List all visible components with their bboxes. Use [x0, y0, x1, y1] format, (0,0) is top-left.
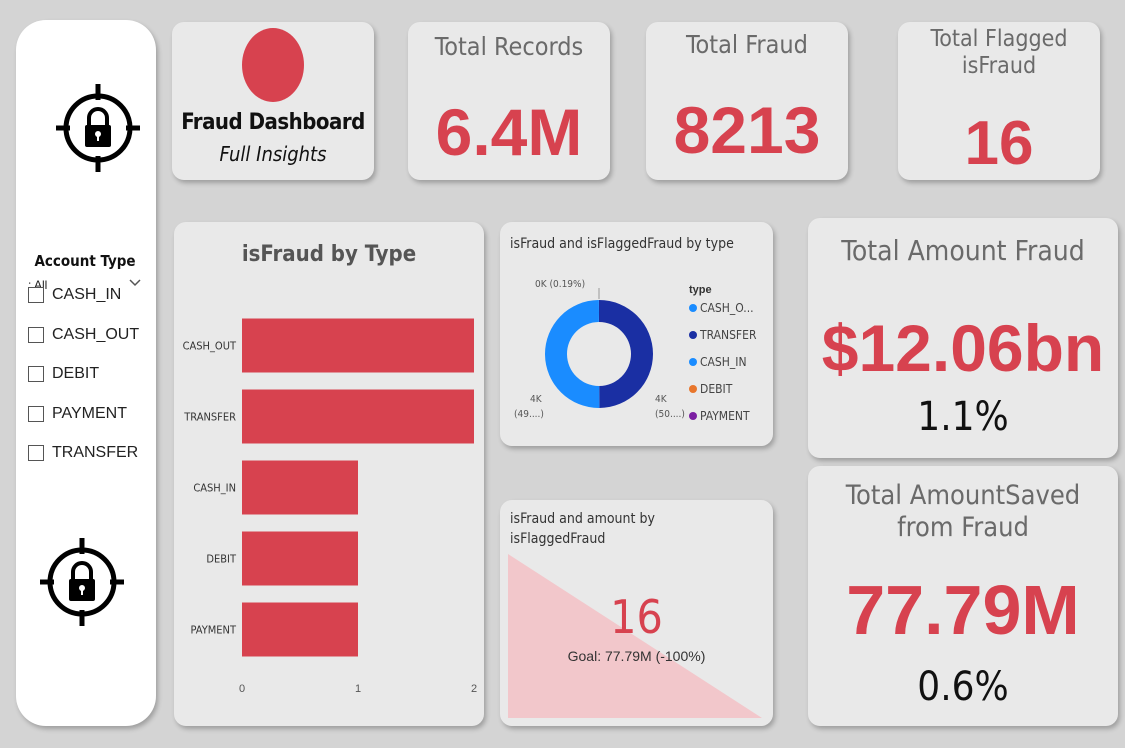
- legend-label[interactable]: DEBIT: [700, 382, 733, 396]
- category-label: CASH_IN: [193, 482, 236, 495]
- donut-slice[interactable]: [599, 300, 654, 408]
- slice-label-right-pct: (50....): [655, 409, 685, 420]
- sidebar: Account Type : All CASH_IN CASH_OUT DEBI…: [16, 20, 156, 726]
- checkbox[interactable]: [28, 406, 44, 422]
- legend-swatch: [689, 331, 697, 339]
- legend-label[interactable]: CASH_IN: [700, 355, 747, 369]
- slicer-item-cash-in[interactable]: CASH_IN: [28, 286, 121, 304]
- gauge-goal: Goal: 77.79M (-100%): [567, 648, 706, 664]
- chart-title: isFraud by Type: [241, 242, 417, 267]
- kpi-subvalue: 1.1%: [917, 394, 1009, 440]
- legend-swatch: [689, 412, 697, 420]
- donut-chart: 0K (0.19%) 4K (49....) 4K (50....) type CASH_O…: [514, 279, 757, 423]
- bar[interactable]: [242, 602, 358, 657]
- legend-swatch: [689, 385, 697, 393]
- kpi-total-records: Total Records 6.4M: [408, 22, 610, 180]
- slicer-item-label: CASH_IN: [52, 286, 122, 303]
- dashboard-title: Fraud Dashboard: [181, 110, 365, 135]
- kpi-value: 16: [964, 109, 1034, 178]
- x-tick-label: 1: [355, 683, 361, 695]
- slicer-item-label: CASH_OUT: [52, 326, 140, 343]
- gauge-shape: [508, 554, 762, 718]
- slicer-item-label: PAYMENT: [52, 405, 127, 422]
- chevron-down-icon[interactable]: [128, 277, 142, 291]
- slicer-item-payment[interactable]: PAYMENT: [28, 405, 127, 423]
- slicer-item-debit[interactable]: DEBIT: [28, 365, 99, 383]
- legend-title: type: [689, 284, 712, 296]
- kpi-title: Total Amount Fraud: [841, 234, 1085, 267]
- kpi-total-fraud: Total Fraud 8213: [646, 22, 848, 180]
- kpi-title: Total Flagged isFraud: [930, 26, 1068, 80]
- bar-chart-card: isFraud by Type CASH_OUT TRANSFER CASH_IN D…: [174, 222, 484, 726]
- bar-chart: CASH_OUT TRANSFER CASH_IN DEBIT PAYMENT 0 1 2: [183, 318, 477, 695]
- x-tick-label: 2: [471, 683, 477, 695]
- bar[interactable]: [242, 531, 358, 586]
- kpi-subvalue: 0.6%: [917, 664, 1009, 710]
- gauge-value: 16: [610, 590, 663, 644]
- checkbox[interactable]: [28, 445, 44, 461]
- slice-label-left-pct: (49....): [514, 409, 544, 420]
- slicer-item-label: DEBIT: [52, 365, 100, 382]
- slice-label-top: 0K (0.19%): [535, 279, 585, 290]
- legend-label[interactable]: PAYMENT: [700, 409, 750, 423]
- logo-circle: [242, 28, 304, 102]
- x-tick-label: 0: [239, 683, 245, 695]
- donut-slice[interactable]: [598, 300, 599, 323]
- chart-title: isFraud and isFlaggedFraud by type: [510, 236, 734, 252]
- slice-label-left-value: 4K: [530, 394, 543, 405]
- logo-card: Fraud Dashboard Full Insights: [172, 22, 374, 180]
- donut-slice[interactable]: [544, 300, 600, 408]
- kpi-total-amount-fraud: Total Amount Fraud $12.06bn 1.1%: [808, 218, 1118, 458]
- legend-swatch: [689, 304, 697, 312]
- kpi-title: Total AmountSaved from Fraud: [845, 480, 1081, 543]
- kpi-value: 8213: [673, 93, 821, 167]
- dashboard-subtitle: Full Insights: [219, 142, 327, 166]
- slicer-item-cash-out[interactable]: CASH_OUT: [28, 326, 139, 344]
- slicer-title: Account Type: [34, 252, 136, 270]
- checkbox[interactable]: [28, 327, 44, 343]
- kpi-total-amount-saved: Total AmountSaved from Fraud 77.79M 0.6%: [808, 466, 1118, 726]
- target-lock-icon: [56, 84, 140, 172]
- checkbox[interactable]: [28, 287, 44, 303]
- kpi-title: Total Fraud: [686, 30, 808, 59]
- slicer-item-label: TRANSFER: [52, 444, 139, 461]
- gauge-card: isFraud and amount by isFlaggedFraud 16 …: [500, 500, 773, 726]
- slice-label-right-value: 4K: [655, 394, 668, 405]
- bar[interactable]: [242, 318, 474, 373]
- slicer-item-transfer[interactable]: TRANSFER: [28, 444, 138, 462]
- checkbox[interactable]: [28, 366, 44, 382]
- category-label: PAYMENT: [191, 624, 237, 637]
- kpi-value: 77.79M: [846, 571, 1080, 649]
- kpi-total-flagged: Total Flagged isFraud 16: [898, 22, 1100, 180]
- category-label: DEBIT: [206, 553, 237, 566]
- chart-title: isFraud and amount by isFlaggedFraud: [510, 511, 655, 547]
- donut-chart-card: isFraud and isFlaggedFraud by type 0K (0…: [500, 222, 773, 446]
- gauge-fill: [508, 554, 762, 718]
- legend-swatch: [689, 358, 697, 366]
- category-label: CASH_OUT: [183, 340, 237, 353]
- kpi-title: Total Records: [434, 32, 584, 61]
- kpi-value: 6.4M: [435, 95, 583, 169]
- kpi-value: $12.06bn: [821, 311, 1105, 385]
- bar[interactable]: [242, 389, 474, 444]
- target-lock-icon: [40, 538, 124, 626]
- category-label: TRANSFER: [183, 411, 236, 424]
- legend-label[interactable]: CASH_O...: [700, 301, 754, 315]
- legend-label[interactable]: TRANSFER: [699, 328, 757, 342]
- bar[interactable]: [242, 460, 358, 515]
